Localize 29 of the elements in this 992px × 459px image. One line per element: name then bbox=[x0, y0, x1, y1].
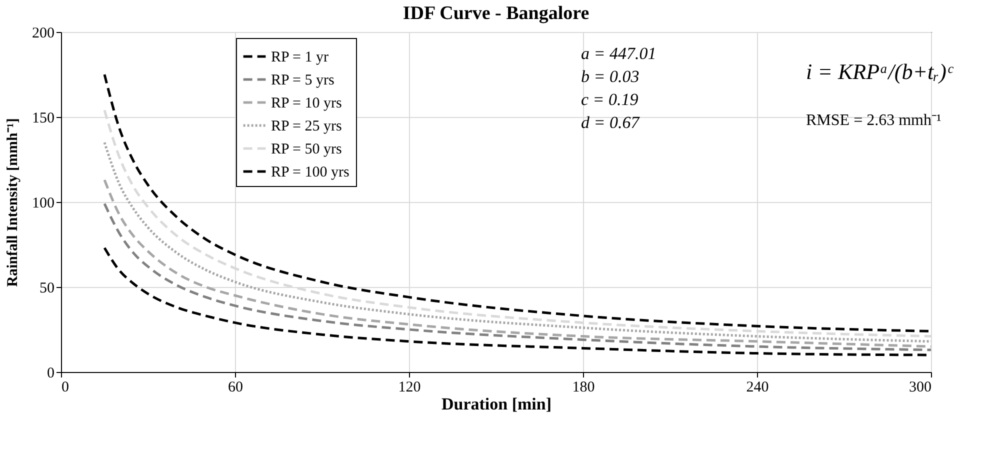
x-tick-label: 0 bbox=[62, 380, 69, 396]
legend-label: RP = 50 yrs bbox=[271, 142, 342, 158]
annotation: i = KRPᵃ/(b+tᵣ)ᶜ bbox=[806, 59, 954, 84]
legend-label: RP = 5 yrs bbox=[271, 72, 334, 88]
y-tick-label: 0 bbox=[47, 366, 54, 382]
line-series bbox=[103, 141, 932, 343]
x-tick-label: 240 bbox=[746, 380, 769, 396]
x-tick-label: 60 bbox=[228, 380, 243, 396]
legend-label: RP = 1 yr bbox=[271, 50, 328, 66]
legend-label: RP = 100 yrs bbox=[271, 164, 350, 180]
legend-label: RP = 10 yrs bbox=[271, 96, 342, 112]
y-tick-label: 150 bbox=[32, 110, 54, 126]
legend-label: RP = 25 yrs bbox=[271, 118, 342, 134]
y-tick-label: 200 bbox=[32, 26, 54, 42]
y-axis-title: Rainfall Intensity [mmh⁻¹] bbox=[5, 118, 21, 287]
x-tick-label: 180 bbox=[572, 380, 595, 396]
annotation: d = 0.67 bbox=[581, 113, 641, 132]
x-tick-label: 120 bbox=[398, 380, 421, 396]
annotation: RMSE = 2.63 mmh⁻¹ bbox=[806, 112, 942, 129]
annotation: c = 0.19 bbox=[581, 90, 639, 109]
annotation: b = 0.03 bbox=[581, 67, 640, 86]
x-axis-title: Duration [min] bbox=[441, 394, 552, 414]
annotation: a = 447.01 bbox=[581, 44, 656, 63]
y-tick-label: 50 bbox=[40, 280, 54, 296]
line-series bbox=[103, 202, 932, 352]
x-tick-label: 300 bbox=[909, 380, 932, 396]
line-series bbox=[103, 178, 932, 348]
chart-title: IDF Curve - Bangalore bbox=[402, 3, 590, 24]
y-tick-label: 100 bbox=[32, 196, 54, 212]
